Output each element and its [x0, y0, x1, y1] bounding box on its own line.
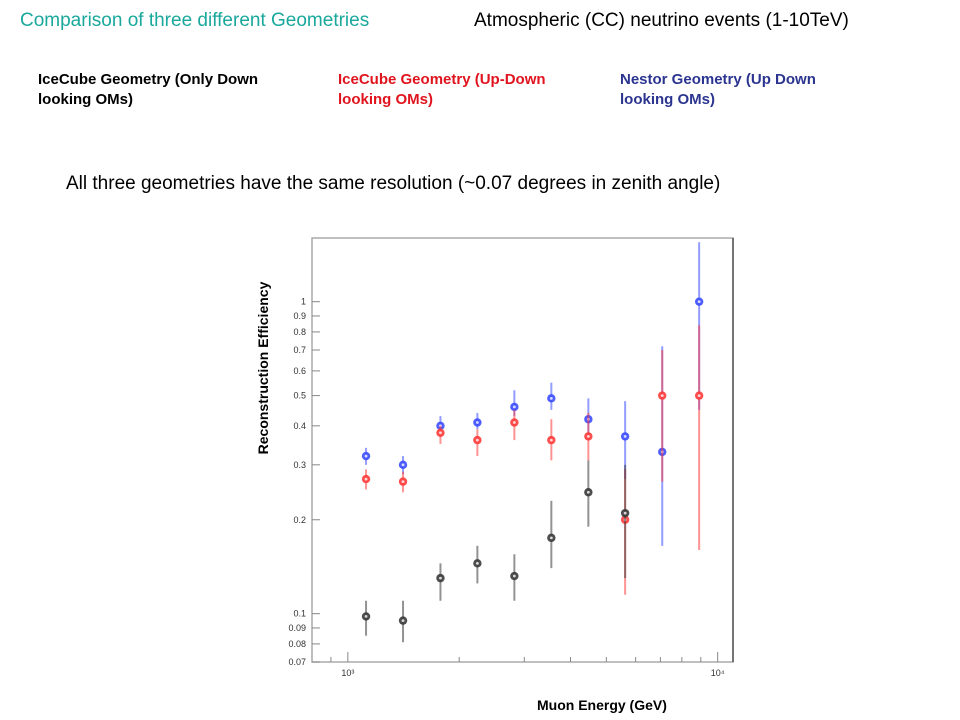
y-tick-label: 1	[301, 297, 306, 307]
black-series-point-highlight	[623, 511, 627, 515]
y-tick-label: 0.07	[288, 657, 306, 667]
black-series-point-highlight	[549, 536, 553, 540]
y-tick-label: 0.7	[293, 345, 306, 355]
y-tick-label: 0.2	[293, 515, 306, 525]
legend-entry-icecube-down: IceCube Geometry (Only Down looking OMs)	[38, 71, 259, 108]
subtitle: All three geometries have the same resol…	[66, 173, 721, 194]
y-tick-label: 0.8	[293, 327, 306, 337]
red-series-point-highlight	[439, 431, 442, 435]
page-title: Comparison of three different Geometries	[20, 10, 370, 31]
blue-series-point-highlight	[475, 421, 479, 424]
y-tick-label: 0.3	[293, 460, 306, 470]
y-axis-ticks: 1 0.9 0.8 0.7 0.6 0.5 0.4 0.3 0.2 0.1 0.09 0.08 0.07	[288, 297, 320, 667]
red-series-point-highlight	[549, 438, 553, 442]
y-tick-label: 0.09	[288, 623, 306, 633]
black-series-point-highlight	[512, 574, 516, 578]
black-series-point-highlight	[586, 490, 590, 494]
black-series-point-highlight	[439, 576, 442, 580]
red-series-point-highlight	[364, 477, 368, 481]
x-tick-label: 10⁴	[711, 668, 725, 678]
x-axis-label: Muon Energy (GeV)	[537, 697, 667, 713]
blue-series-point-highlight	[697, 300, 701, 304]
red-series-point-highlight	[475, 438, 479, 442]
blue-series-point-highlight	[549, 396, 553, 400]
blue-series-point-highlight	[512, 405, 516, 409]
red-series-point-highlight	[512, 421, 516, 424]
y-tick-label: 0.08	[288, 639, 306, 649]
x-axis-ticks: 10³ 10⁴	[330, 652, 725, 678]
red-series-point-highlight	[401, 480, 405, 484]
legend-entry-nestor: Nestor Geometry (Up Down looking OMs)	[620, 71, 816, 108]
y-tick-label: 0.5	[293, 391, 306, 401]
y-tick-label: 0.1	[293, 609, 306, 619]
red-series-point-highlight	[697, 394, 701, 398]
x-tick-label: 10³	[341, 668, 354, 678]
y-tick-label: 0.6	[293, 366, 306, 376]
data-marks	[361, 242, 704, 643]
blue-series-point-highlight	[623, 434, 627, 438]
y-tick-label: 0.9	[293, 311, 306, 321]
legend-entry-icecube-up-down: IceCube Geometry (Up-Down looking OMs)	[338, 71, 546, 108]
blue-series-point-highlight	[401, 463, 405, 467]
red-series-point-highlight	[586, 434, 590, 438]
plot-border	[311, 237, 734, 663]
plot-frame	[311, 237, 734, 663]
black-series-point-highlight	[364, 615, 368, 618]
red-series-point-highlight	[660, 394, 664, 398]
black-series-point-highlight	[475, 561, 479, 565]
chart-title: Atmospheric (CC) neutrino events (1-10Te…	[474, 10, 849, 31]
blue-series-point-highlight	[364, 454, 368, 458]
black-series-point-highlight	[401, 619, 405, 623]
y-tick-label: 0.4	[293, 421, 306, 431]
y-axis-label: Reconstruction Efficiency	[255, 281, 271, 455]
